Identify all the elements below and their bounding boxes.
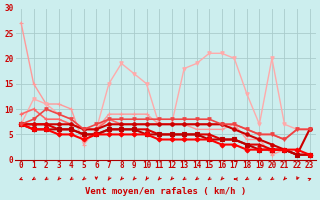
X-axis label: Vent moyen/en rafales ( km/h ): Vent moyen/en rafales ( km/h ): [85, 187, 246, 196]
